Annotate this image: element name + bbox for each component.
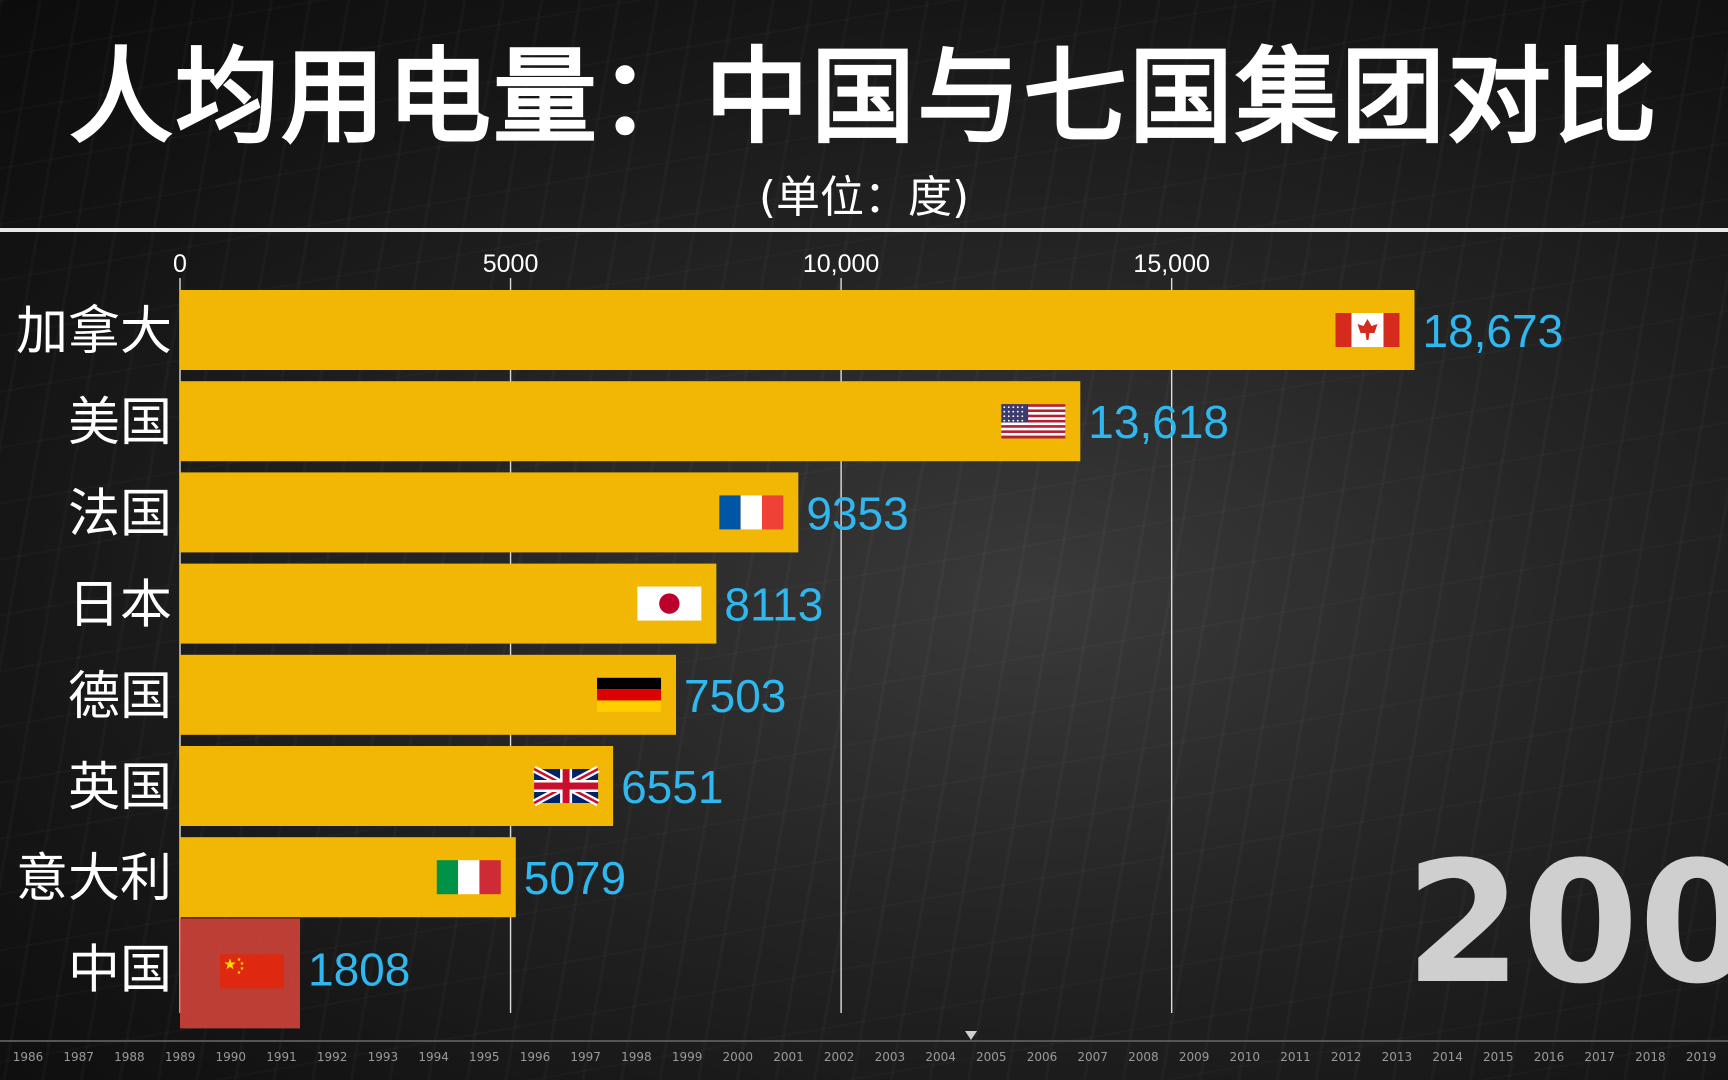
value-label: 18,673 bbox=[1422, 305, 1563, 357]
timeline-year-label[interactable]: 1990 bbox=[215, 1050, 247, 1064]
value-label: 1808 bbox=[308, 943, 410, 995]
timeline-year-label[interactable]: 2005 bbox=[976, 1050, 1007, 1064]
usa-flag-icon bbox=[1001, 404, 1066, 439]
germany-flag-icon bbox=[597, 677, 662, 712]
timeline-year-label[interactable]: 2014 bbox=[1432, 1050, 1463, 1064]
timeline-year-label[interactable]: 2019 bbox=[1685, 1050, 1717, 1064]
category-label: 德国 bbox=[68, 667, 172, 727]
timeline-year-label[interactable]: 1997 bbox=[570, 1050, 601, 1064]
timeline-year-label[interactable]: 2002 bbox=[823, 1050, 855, 1064]
x-tick-label: 5000 bbox=[483, 250, 539, 278]
timeline-year-label[interactable]: 1992 bbox=[316, 1050, 348, 1064]
category-label: 中国 bbox=[68, 940, 172, 1000]
bar bbox=[180, 654, 677, 735]
timeline-year-label[interactable]: 2015 bbox=[1483, 1050, 1514, 1064]
category-label: 日本 bbox=[68, 576, 172, 636]
timeline-year-label[interactable]: 2013 bbox=[1381, 1050, 1413, 1064]
italy-flag-icon bbox=[436, 860, 501, 895]
value-label: 6551 bbox=[621, 761, 723, 813]
x-tick-label: 0 bbox=[173, 250, 187, 278]
timeline-year-label[interactable]: 2006 bbox=[1026, 1050, 1058, 1064]
timeline-year-label[interactable]: 1987 bbox=[63, 1050, 94, 1064]
timeline-year-label[interactable]: 2003 bbox=[874, 1050, 906, 1064]
canada-flag-icon bbox=[1335, 313, 1400, 347]
timeline-year-label[interactable]: 1994 bbox=[418, 1050, 449, 1064]
value-label: 13,618 bbox=[1088, 396, 1229, 448]
timeline-year-label[interactable]: 1999 bbox=[671, 1050, 703, 1064]
timeline-year-label[interactable]: 1986 bbox=[12, 1050, 44, 1064]
uk-flag-icon bbox=[532, 765, 600, 807]
value-label: 5079 bbox=[524, 852, 626, 904]
timeline-year-label[interactable]: 2009 bbox=[1178, 1050, 1210, 1064]
value-label: 7503 bbox=[684, 670, 786, 722]
timeline-year-label[interactable]: 1998 bbox=[621, 1050, 652, 1064]
timeline-year-label[interactable]: 1996 bbox=[519, 1050, 551, 1064]
timeline-year-label[interactable]: 2001 bbox=[773, 1050, 804, 1064]
x-tick-label: 10,000 bbox=[803, 250, 879, 278]
bar bbox=[180, 290, 1415, 370]
category-label: 英国 bbox=[68, 758, 172, 818]
timeline-year-label[interactable]: 2017 bbox=[1584, 1050, 1615, 1064]
timeline-year-label[interactable]: 2000 bbox=[722, 1050, 754, 1064]
current-year-label: 2004 bbox=[1405, 838, 1728, 1008]
value-label: 9353 bbox=[806, 487, 908, 539]
timeline-year-label[interactable]: 1995 bbox=[469, 1050, 500, 1064]
page-title: 人均用电量：中国与七国集团对比 bbox=[68, 36, 1659, 158]
japan-flag-icon bbox=[637, 586, 702, 621]
timeline-track[interactable] bbox=[0, 1040, 1728, 1042]
timeline-year-label[interactable]: 1989 bbox=[164, 1050, 196, 1064]
timeline-year-label[interactable]: 2008 bbox=[1128, 1050, 1159, 1064]
title-divider bbox=[0, 228, 1728, 232]
china-flag-icon bbox=[220, 954, 284, 989]
bar-chart: 0 5000 10,000 15,000 加拿大 18,673 美国 13,618 法国 9353… bbox=[16, 250, 1564, 1029]
timeline-year-label[interactable]: 1993 bbox=[367, 1050, 399, 1064]
unit-subtitle: (单位：度) bbox=[758, 172, 970, 223]
timeline-year-label[interactable]: 2012 bbox=[1330, 1050, 1362, 1064]
category-label: 意大利 bbox=[16, 849, 172, 909]
timeline-year-label[interactable]: 2016 bbox=[1533, 1050, 1565, 1064]
bar bbox=[180, 381, 1081, 462]
france-flag-icon bbox=[719, 495, 784, 530]
value-label: 8113 bbox=[724, 579, 823, 631]
timeline-year-label[interactable]: 2010 bbox=[1229, 1050, 1261, 1064]
timeline-year-label[interactable]: 2007 bbox=[1077, 1050, 1108, 1064]
timeline-year-label[interactable]: 2011 bbox=[1280, 1050, 1311, 1064]
timeline-year-label[interactable]: 2018 bbox=[1635, 1050, 1666, 1064]
timeline-year-label[interactable]: 1991 bbox=[266, 1050, 297, 1064]
category-label: 美国 bbox=[68, 393, 172, 453]
category-label: 法国 bbox=[68, 484, 172, 544]
bar bbox=[180, 563, 717, 644]
timeline-year-label[interactable]: 2004 bbox=[925, 1050, 956, 1064]
timeline-position-marker[interactable] bbox=[965, 1031, 978, 1040]
timeline-year-label[interactable]: 1988 bbox=[114, 1050, 145, 1064]
x-tick-label: 15,000 bbox=[1133, 250, 1209, 278]
category-label: 加拿大 bbox=[16, 302, 172, 362]
bar bbox=[180, 472, 799, 553]
